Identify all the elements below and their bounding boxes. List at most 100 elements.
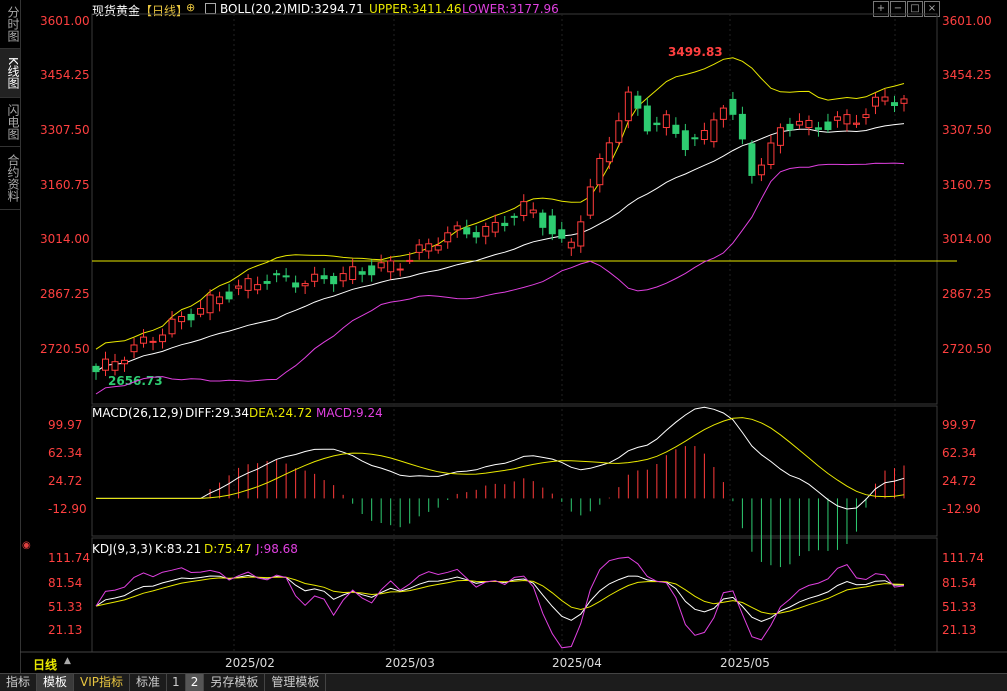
candle-body	[482, 225, 490, 237]
tab-timeshare[interactable]: 分时图	[0, 0, 20, 49]
candle-body	[130, 344, 138, 353]
candle-body	[453, 225, 461, 231]
candle-body	[776, 127, 784, 146]
candle-body	[140, 336, 148, 344]
price-tick-left: 2867.25	[40, 287, 90, 301]
tab-kline[interactable]: K线图	[0, 49, 20, 98]
candle-body	[187, 313, 195, 321]
candle-body	[539, 212, 547, 228]
candle-body	[748, 143, 756, 176]
candle-body	[387, 260, 395, 273]
candle-body	[282, 275, 290, 278]
candle-body	[102, 358, 110, 371]
candle-body	[292, 282, 300, 288]
candle-body	[330, 275, 338, 285]
candle-body	[358, 271, 366, 275]
kdj-settings-icon[interactable]: ◉	[22, 540, 31, 551]
zoom-out-icon[interactable]: −	[890, 1, 906, 17]
price-tick-right: 2867.25	[942, 287, 992, 301]
x-date-2: 2025/03	[385, 656, 435, 670]
macd-tick-left: 62.34	[48, 446, 83, 460]
period-selector[interactable]: 日线	[33, 658, 58, 672]
kdj-tick-left: 111.74	[48, 551, 90, 565]
tab-standard[interactable]: 标准	[130, 674, 168, 691]
candle-body	[235, 285, 243, 289]
tab-page-2[interactable]: 2	[185, 674, 205, 691]
close-icon[interactable]: ×	[924, 1, 940, 17]
boll-lower: LOWER:3177.96	[462, 2, 559, 16]
candle-body	[567, 241, 575, 249]
settings-icon[interactable]: ⊕	[186, 1, 196, 14]
candle-body	[178, 316, 186, 323]
macd-tick-left: -12.90	[48, 502, 87, 516]
price-tick-right: 3160.75	[942, 178, 992, 192]
price-tick-right: 3601.00	[942, 14, 992, 28]
kdj-d-line	[95, 576, 905, 615]
fit-icon[interactable]: □	[907, 1, 923, 17]
kdj-tick-left: 81.54	[48, 576, 83, 590]
tab-save-template[interactable]: 另存模板	[204, 674, 266, 691]
candle-body	[719, 107, 727, 120]
period-dropdown-icon[interactable]: ▲	[64, 656, 71, 666]
tab-page-1[interactable]: 1	[167, 674, 186, 691]
candle-body	[92, 365, 100, 373]
candle-body	[425, 243, 433, 252]
candle-body	[729, 98, 737, 115]
tab-manage-template[interactable]: 管理模板	[265, 674, 327, 691]
x-date-1: 2025/02	[225, 656, 275, 670]
candle-body	[767, 142, 775, 166]
candle-body	[434, 245, 442, 251]
candle-body	[833, 116, 841, 121]
boll-mid-line	[95, 123, 905, 373]
candle-body	[396, 268, 404, 271]
candle-body	[624, 91, 632, 122]
macd-tick-left: 99.97	[48, 418, 83, 432]
x-date-3: 2025/04	[552, 656, 602, 670]
candle-body	[121, 359, 129, 365]
candle-body	[852, 122, 860, 125]
boll-mid: MID:3294.71	[287, 2, 364, 16]
candle-body	[786, 123, 794, 131]
macd-diff: DIFF:29.34	[185, 406, 250, 420]
candle-body	[900, 98, 908, 104]
candle-body	[605, 142, 613, 163]
candle-body	[254, 284, 262, 291]
candle-body	[510, 215, 518, 218]
kdj-title: KDJ(9,3,3)	[92, 542, 153, 556]
candle-body	[301, 283, 309, 287]
candle-body	[320, 275, 328, 280]
candle-body	[491, 221, 499, 233]
tab-contract-info[interactable]: 合约资料	[0, 147, 20, 210]
candle-body	[225, 291, 233, 300]
candle-body	[824, 121, 832, 131]
candle-body	[339, 273, 347, 282]
candle-body	[168, 318, 176, 335]
tab-vip-indicator[interactable]: VIP指标	[74, 674, 131, 691]
high-price-label: 3499.83	[668, 45, 723, 59]
candle-body	[577, 221, 585, 247]
kdj-tick-right: 21.13	[942, 623, 977, 637]
candle-body	[149, 340, 157, 343]
candle-body	[159, 334, 167, 343]
macd-tick-right: 99.97	[942, 418, 977, 432]
candle-body	[681, 130, 689, 151]
chart-canvas[interactable]	[20, 0, 1007, 673]
tab-flash[interactable]: 闪电图	[0, 98, 20, 147]
kdj-tick-left: 51.33	[48, 600, 83, 614]
candle-body	[795, 120, 803, 126]
macd-dea-line	[96, 417, 905, 499]
kdj-tick-right: 51.33	[942, 600, 977, 614]
candle-body	[368, 265, 376, 276]
tab-template[interactable]: 模板	[37, 674, 75, 691]
candle-body	[463, 227, 471, 235]
boll-lower-line	[95, 162, 905, 395]
candle-body	[738, 113, 746, 140]
candle-body	[415, 244, 423, 253]
candle-body	[881, 96, 889, 102]
tab-indicator[interactable]: 指标	[0, 674, 38, 691]
candle-body	[843, 114, 851, 125]
price-tick-right: 3454.25	[942, 68, 992, 82]
candle-body	[634, 95, 642, 109]
candle-body	[529, 209, 537, 214]
zoom-in-icon[interactable]: +	[873, 1, 889, 17]
